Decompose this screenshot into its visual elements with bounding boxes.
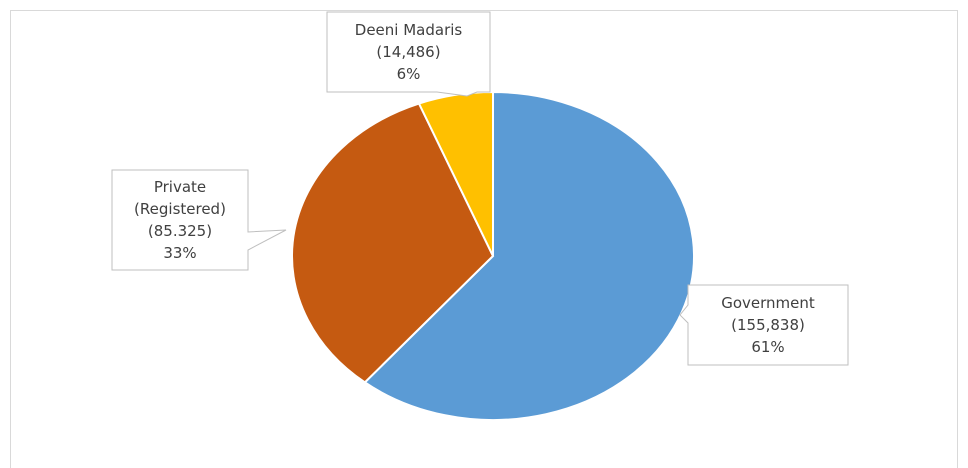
category: Private (Registered) [134,178,226,218]
percent: 33% [163,244,197,262]
data-label: Private (Registered) (85.325) 33% [116,170,244,270]
percent: 6% [396,65,421,83]
count: (14,486) [376,43,441,61]
chart-frame [10,10,958,468]
count: (85.325) [147,222,213,240]
callout-box [326,11,491,97]
category: Government [721,294,815,312]
count: (155,838) [731,316,805,334]
percent: 61% [751,338,785,356]
callout-box [679,284,849,366]
pie-slice [291,102,495,384]
callout-box [111,169,287,271]
data-label: Deeni Madaris (14,486) 6% [331,12,486,92]
category: Deeni Madaris [354,21,463,39]
data-label: Government (155,838) 61% [692,285,844,365]
pie-slice [417,90,494,257]
